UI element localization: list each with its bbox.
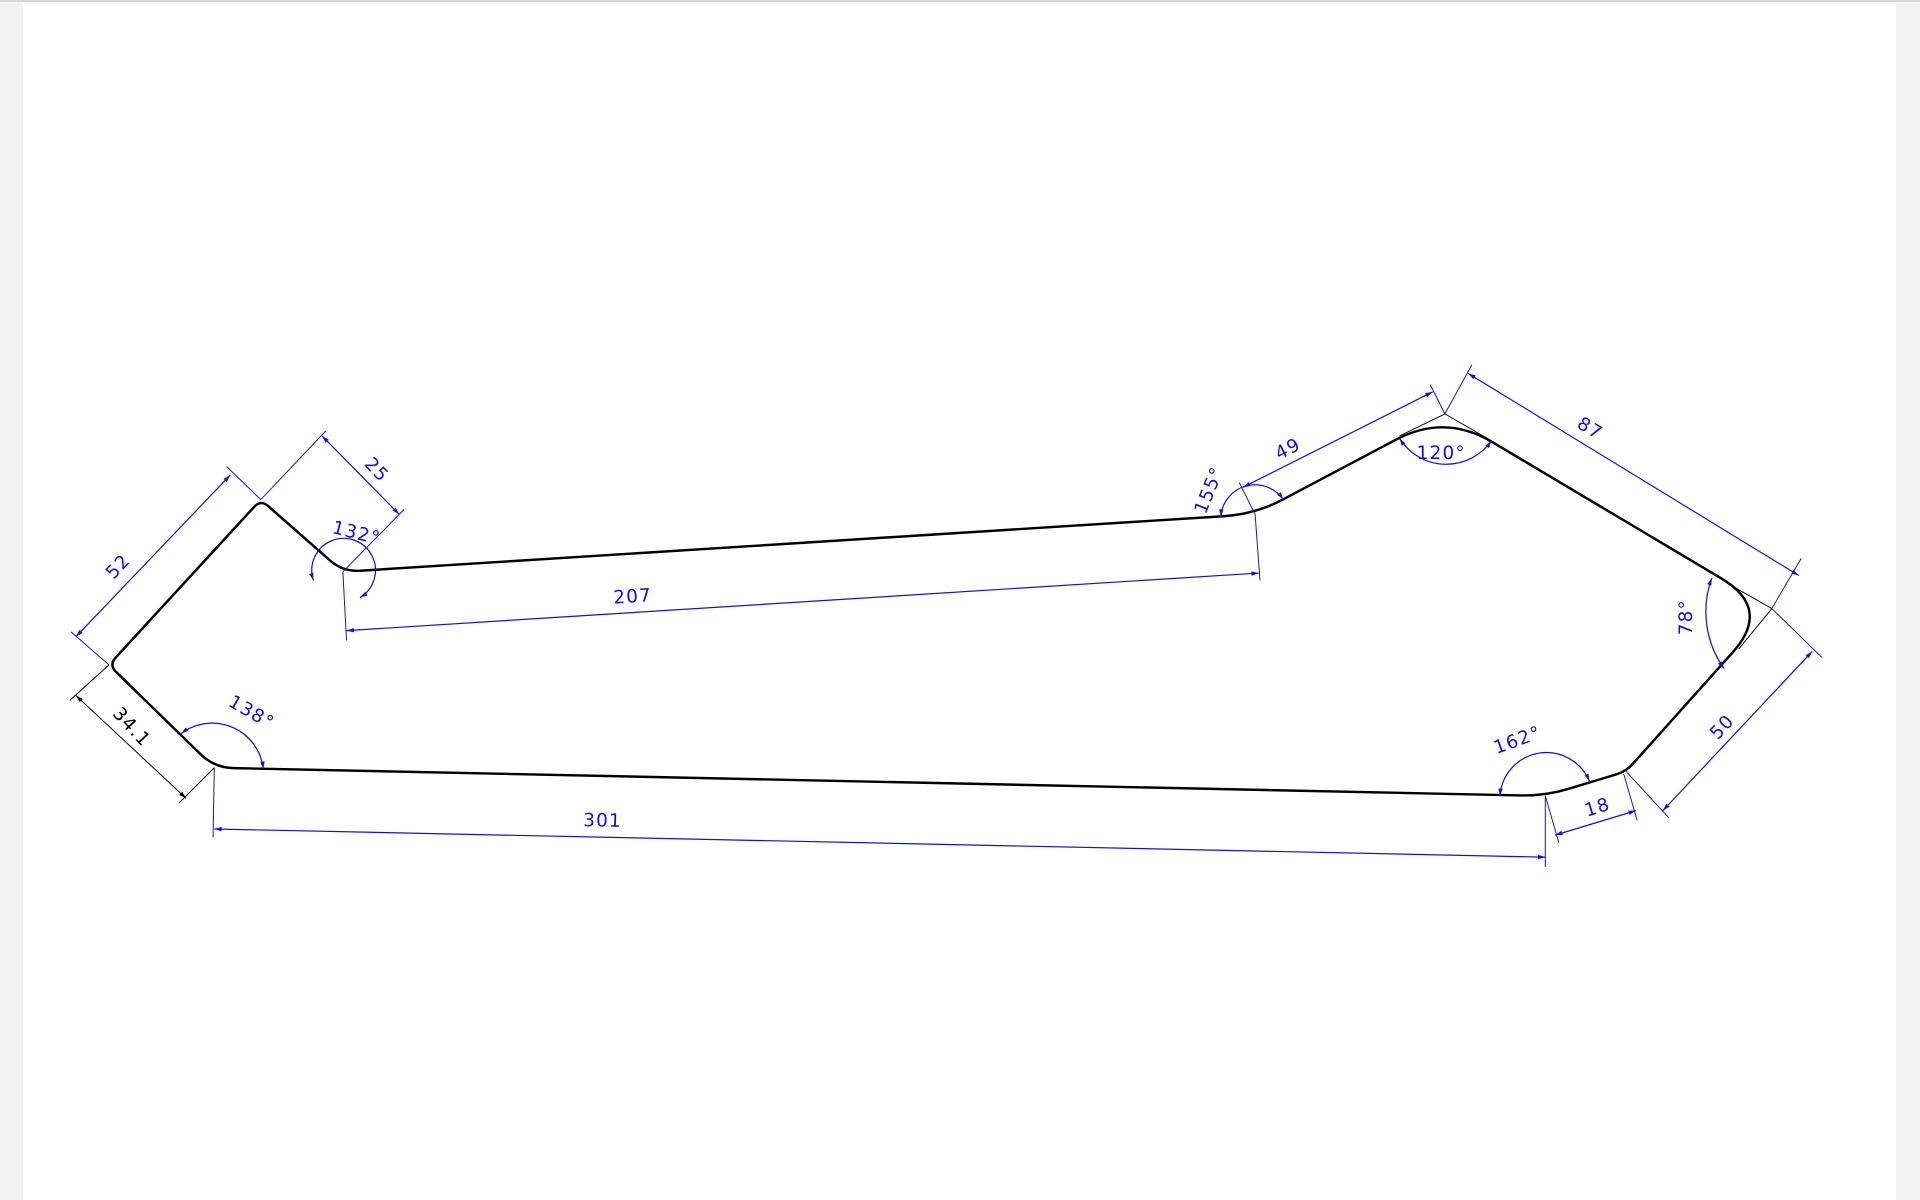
ext-line (1444, 364, 1802, 609)
ext-line (1625, 608, 1823, 819)
dim-52: 52 (102, 550, 135, 583)
dim-line-34-1 (75, 695, 187, 799)
ext-line (1238, 384, 1446, 515)
dim-207: 207 (613, 585, 653, 608)
dim-25: 25 (360, 454, 393, 487)
dim-18: 18 (1582, 794, 1613, 822)
dim-line-49 (1242, 391, 1433, 488)
dim-50: 50 (1706, 711, 1739, 744)
dim-line-301 (214, 826, 1546, 860)
dim-line-50 (1662, 651, 1813, 812)
angle-78: 78° (1676, 599, 1697, 635)
dim-34-1: 34.1 (108, 703, 155, 751)
ext-line (260, 430, 405, 573)
dim-line-207 (346, 571, 1259, 633)
dim-line-18 (1554, 810, 1637, 836)
dim-line-52 (75, 474, 231, 638)
dim-line-25 (321, 435, 400, 515)
ext-line (70, 466, 262, 666)
dim-87: 87 (1573, 413, 1606, 444)
dim-49: 49 (1272, 434, 1305, 464)
angle-120: 120° (1417, 443, 1466, 464)
arc-138 (180, 722, 265, 770)
dim-line-87 (1467, 372, 1800, 577)
arc-78 (1705, 577, 1725, 669)
dim-301: 301 (583, 810, 622, 832)
arc-162 (1498, 751, 1590, 796)
angle-132: 132° (330, 517, 383, 549)
top-border (0, 0, 1920, 2)
ext-line (342, 514, 1261, 641)
